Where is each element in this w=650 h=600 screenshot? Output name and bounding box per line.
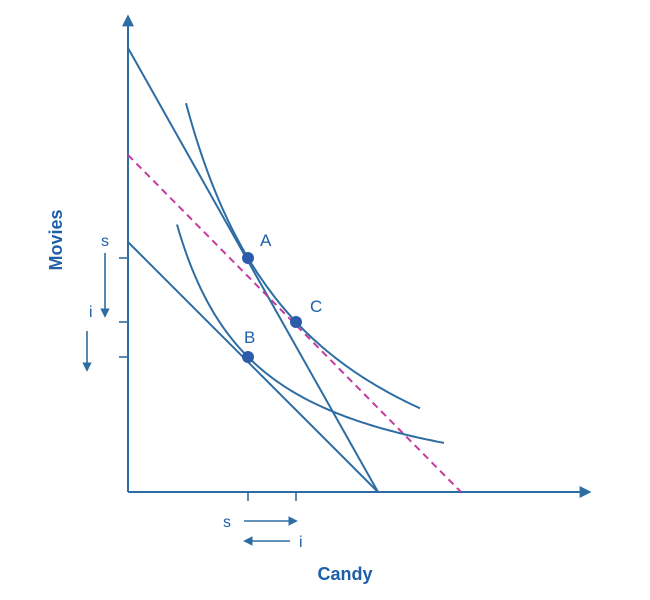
point-label-B: B: [244, 328, 255, 347]
higher-indifference-curve: [185, 102, 421, 410]
compensated-budget-line-dashed: [127, 154, 462, 493]
point-label-A: A: [260, 231, 272, 250]
x-axis-label: Candy: [317, 564, 372, 584]
substitution-effect-candy-label: s: [223, 514, 231, 531]
lower-indifference-curve: [176, 224, 445, 444]
income-effect-candy-label: i: [299, 534, 303, 551]
budget-lines: [127, 47, 462, 493]
new-budget-line: [127, 241, 379, 493]
substitution-effect-movies-label: s: [101, 233, 109, 250]
points: [242, 252, 302, 363]
point-label-C: C: [310, 297, 322, 316]
effect-annotations: s i s i: [82, 233, 303, 551]
axes: [119, 14, 592, 501]
y-axis-label: Movies: [46, 209, 66, 270]
choice-point-C: [290, 316, 302, 328]
indifference-curves: [176, 102, 445, 444]
point-labels: A C B: [244, 231, 322, 347]
income-effect-movies-label: i: [89, 304, 93, 321]
choice-point-B: [242, 351, 254, 363]
choice-point-A: [242, 252, 254, 264]
original-budget-line: [127, 47, 379, 493]
